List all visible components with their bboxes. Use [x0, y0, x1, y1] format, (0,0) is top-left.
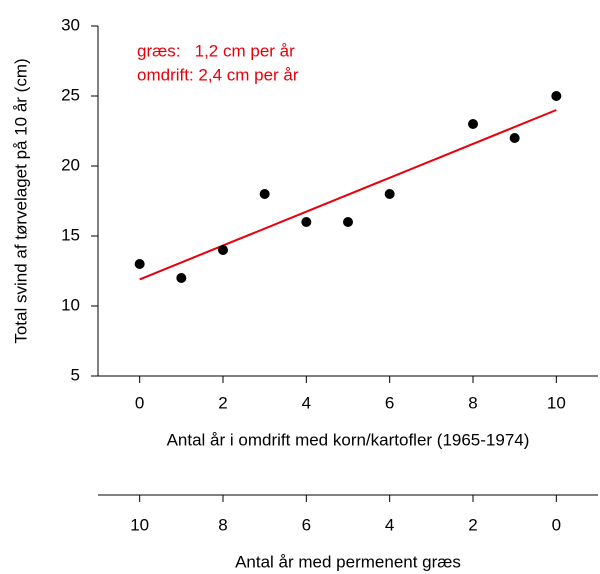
x2-tick-label: 2 [468, 515, 477, 534]
x-tick-label: 2 [218, 393, 227, 412]
x2-tick-label: 8 [218, 515, 227, 534]
data-point [343, 217, 353, 227]
x-tick-label: 4 [302, 393, 311, 412]
data-point [468, 119, 478, 129]
data-point [218, 245, 228, 255]
y-axis-label: Total svind af tørvelaget på 10 år (cm) [11, 58, 30, 343]
x2-tick-label: 0 [552, 515, 561, 534]
x-tick-label: 0 [135, 393, 144, 412]
x2-axis-label: Antal år med permenent græs [235, 552, 461, 571]
y-tick-label: 25 [61, 85, 80, 104]
data-point [551, 91, 562, 101]
data-point [259, 189, 270, 199]
x2-tick-label: 10 [130, 515, 149, 534]
y-tick-label: 20 [61, 155, 80, 174]
data-point [176, 273, 187, 283]
data-point [134, 259, 145, 269]
data-point [384, 189, 395, 199]
y-tick-label: 5 [71, 365, 80, 384]
y-tick-label: 15 [61, 225, 80, 244]
x2-tick-label: 4 [385, 515, 394, 534]
x-tick-label: 8 [468, 393, 477, 412]
fit-line [139, 109, 557, 281]
x-tick-label: 10 [547, 393, 566, 412]
x-axis-label: Antal år i omdrift med korn/kartofler (1… [167, 430, 530, 449]
y-tick-label: 30 [61, 15, 80, 34]
annotation: græs: 1,2 cm per år [137, 41, 295, 60]
data-point [301, 217, 312, 227]
y-tick-label: 10 [61, 295, 80, 314]
x-tick-label: 6 [385, 393, 394, 412]
x2-tick-label: 6 [302, 515, 311, 534]
data-point [509, 133, 520, 143]
annotation: omdrift: 2,4 cm per år [137, 65, 299, 84]
